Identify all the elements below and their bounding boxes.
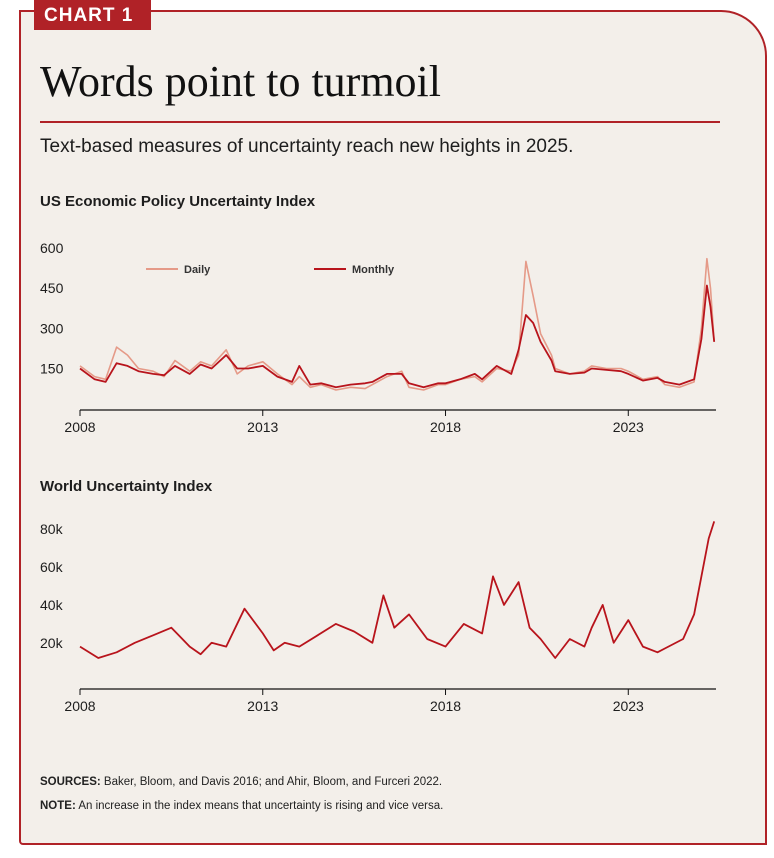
legend-label-monthly: Monthly	[352, 264, 395, 276]
page-subtitle: Text-based measures of uncertainty reach…	[40, 136, 574, 157]
y-tick-label: 60k	[40, 559, 64, 575]
x-tick-label: 2018	[430, 698, 461, 714]
world-uncertainty-chart: World Uncertainty Index 80k 60k 40k 20k 2008 2…	[40, 478, 716, 714]
page-title: Words point to turmoil	[40, 57, 442, 106]
x-tick-label: 2023	[613, 698, 644, 714]
chart-badge: CHART 1	[34, 0, 152, 30]
y-tick-label: 20k	[40, 635, 64, 651]
sources-line: SOURCES: Baker, Bloom, and Davis 2016; a…	[40, 770, 740, 794]
us-epu-chart: US Economic Policy Uncertainty Index 600 4…	[40, 193, 716, 435]
y-tick-label: 150	[40, 361, 64, 377]
note-line: NOTE: An increase in the index means tha…	[40, 794, 740, 818]
chart-title: US Economic Policy Uncertainty Index	[40, 193, 316, 210]
y-tick-label: 80k	[40, 521, 64, 537]
series-line-world-uncertainty-index	[79, 521, 716, 659]
y-tick-label: 300	[40, 320, 64, 336]
legend-label-daily: Daily	[184, 264, 211, 276]
note-text: An increase in the index means that unce…	[78, 800, 444, 812]
chart-title: World Uncertainty Index	[40, 478, 213, 495]
series-line-monthly	[79, 284, 716, 389]
x-tick-label: 2018	[430, 419, 461, 435]
sources-text: Baker, Bloom, and Davis 2016; and Ahir, …	[103, 776, 443, 788]
series-line-daily	[79, 257, 715, 391]
x-tick-label: 2013	[247, 698, 278, 714]
chart-frame	[19, 10, 767, 845]
note-label: NOTE:	[40, 800, 76, 812]
y-tick-label: 600	[40, 240, 64, 256]
x-tick-label: 2008	[64, 419, 95, 435]
x-tick-label: 2013	[247, 419, 278, 435]
sources-label: SOURCES:	[40, 776, 101, 788]
x-tick-label: 2023	[613, 419, 644, 435]
chart-footer: SOURCES: Baker, Bloom, and Davis 2016; a…	[40, 770, 740, 818]
y-tick-label: 40k	[40, 597, 64, 613]
y-tick-label: 450	[40, 280, 64, 296]
x-tick-label: 2008	[64, 698, 95, 714]
title-divider	[40, 121, 720, 123]
